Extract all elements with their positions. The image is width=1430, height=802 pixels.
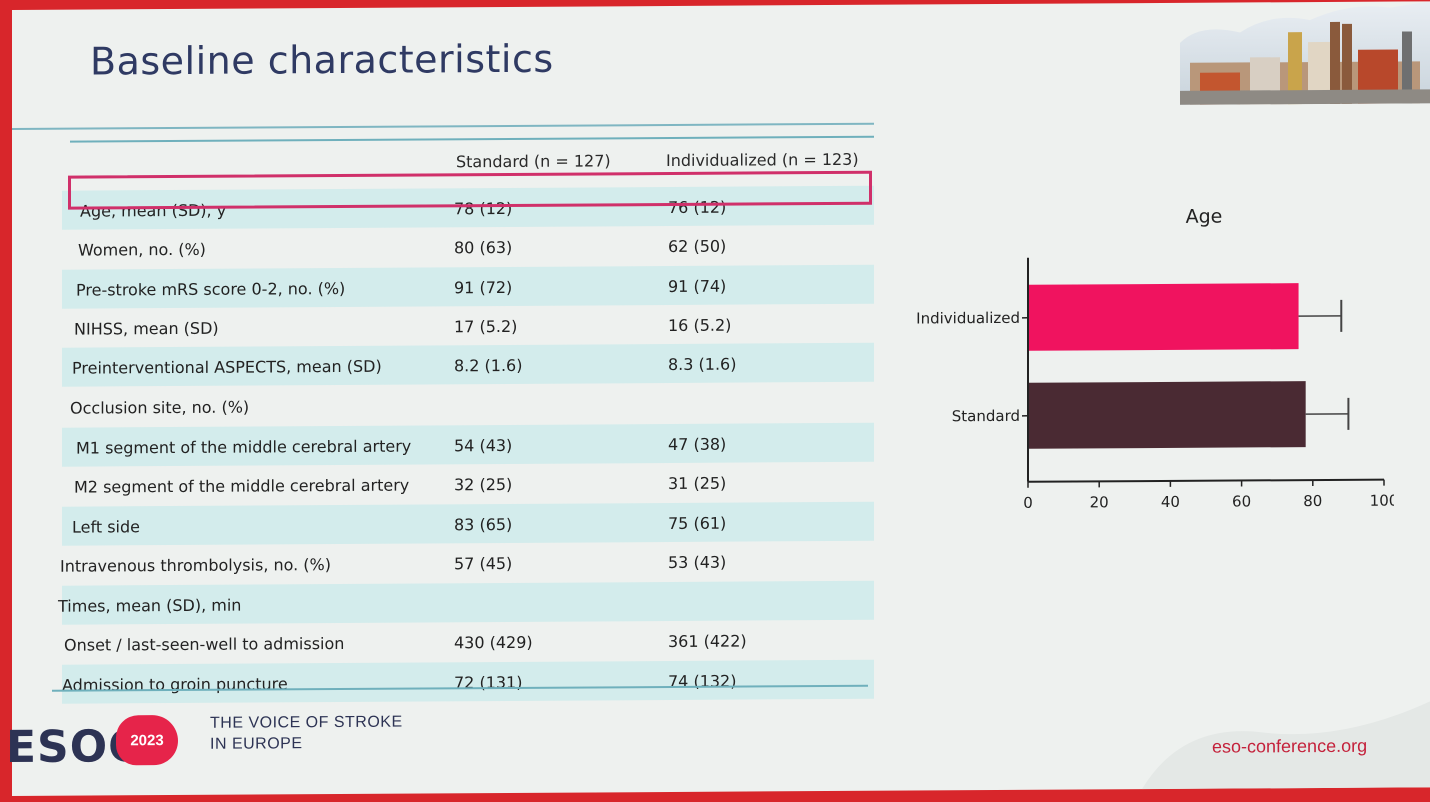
- city-skyline-image: [1180, 1, 1430, 105]
- table-row: Preinterventional ASPECTS, mean (SD) 8.2 …: [62, 342, 874, 387]
- row-label: Women, no. (%): [78, 239, 206, 260]
- row-label: Onset / last-seen-well to admission: [64, 633, 345, 655]
- individualized-value: 62 (50): [668, 236, 727, 256]
- x-tick-label: 40: [1161, 493, 1180, 511]
- tagline: THE VOICE OF STROKE IN EUROPE: [210, 712, 403, 755]
- table-row: Women, no. (%) 80 (63) 62 (50): [62, 225, 874, 269]
- individualized-value: 16 (5.2): [668, 315, 732, 335]
- table-row: Pre-stroke mRS score 0-2, no. (%) 91 (72)…: [62, 264, 874, 309]
- individualized-value: 47 (38): [668, 434, 727, 454]
- category-label-individualized: Individualized: [916, 309, 1020, 328]
- row-label: Admission to groin puncture: [62, 674, 288, 695]
- x-tick-label: 60: [1232, 492, 1251, 510]
- slide-title: Baseline characteristics: [90, 36, 554, 84]
- row-label: M2 segment of the middle cerebral artery: [74, 475, 410, 497]
- standard-value: 57 (45): [454, 553, 513, 574]
- bar-individualized: [1029, 283, 1299, 351]
- individualized-value: 31 (25): [668, 473, 727, 493]
- footer-wave-decoration: [1142, 701, 1430, 790]
- table-top-rule: [70, 135, 874, 143]
- individualized-value: 74 (132): [668, 671, 737, 691]
- x-tick-label: 0: [1023, 494, 1033, 512]
- chart-title: Age: [1186, 206, 1223, 228]
- standard-value: 430 (429): [454, 632, 533, 653]
- table-row: M1 segment of the middle cerebral artery…: [62, 422, 874, 467]
- table-row: NIHSS, mean (SD) 17 (5.2) 16 (5.2): [62, 304, 874, 348]
- bar-standard: [1029, 381, 1306, 449]
- standard-value: 83 (65): [454, 514, 513, 535]
- standard-value: 8.2 (1.6): [454, 355, 523, 376]
- table-row: Onset / last-seen-well to admission 430 (…: [62, 620, 874, 664]
- individualized-value: 8.3 (1.6): [668, 354, 737, 374]
- slide: Baseline characteristics Standard (n = 1…: [6, 1, 1430, 796]
- row-label: Preinterventional ASPECTS, mean (SD): [72, 356, 382, 378]
- row-label: Pre-stroke mRS score 0-2, no. (%): [76, 278, 346, 300]
- standard-value: 17 (5.2): [454, 316, 518, 337]
- row-label: Intravenous thrombolysis, no. (%): [60, 555, 331, 576]
- year-badge: 2023: [116, 714, 178, 766]
- tagline-line-1: THE VOICE OF STROKE: [210, 713, 403, 732]
- row-label: NIHSS, mean (SD): [74, 318, 219, 339]
- table-row: Left side 83 (65) 75 (61): [62, 501, 874, 546]
- individualized-value: 361 (422): [668, 631, 747, 651]
- individualized-value: 53 (43): [668, 552, 727, 572]
- table-row: Times, mean (SD), min: [58, 580, 874, 625]
- table-row: Occlusion site, no. (%): [62, 383, 874, 427]
- standard-value: 72 (131): [454, 672, 523, 693]
- table-row: M2 segment of the middle cerebral artery…: [62, 462, 874, 506]
- x-tick-label: 100: [1370, 492, 1394, 510]
- row-label: Times, mean (SD), min: [58, 595, 242, 616]
- title-divider: [12, 122, 874, 130]
- x-tick-label: 20: [1090, 493, 1109, 511]
- standard-value: 54 (43): [454, 435, 513, 456]
- x-axis-line: [1028, 478, 1384, 483]
- row-label: M1 segment of the middle cerebral artery: [76, 436, 412, 458]
- row-label: Occlusion site, no. (%): [70, 397, 250, 418]
- category-label-standard: Standard: [952, 407, 1020, 425]
- x-tick-label: 80: [1303, 492, 1322, 510]
- individualized-value: 91 (74): [668, 276, 727, 296]
- age-bar-chart: Age 0 20 40 60 80 100 Individualized Standard: [916, 206, 1394, 512]
- individualized-value: 75 (61): [668, 513, 727, 533]
- tagline-line-2: IN EUROPE: [210, 735, 303, 753]
- standard-value: 91 (72): [454, 277, 513, 298]
- table-row: Intravenous thrombolysis, no. (%) 57 (45)…: [60, 541, 874, 585]
- standard-value: 80 (63): [454, 237, 513, 258]
- conference-url[interactable]: eso-conference.org: [1212, 735, 1368, 757]
- column-header-standard: Standard (n = 127): [456, 151, 611, 172]
- standard-value: 32 (25): [454, 474, 513, 495]
- row-label: Left side: [72, 517, 140, 537]
- table-row: Admission to groin puncture 72 (131) 74 (1…: [62, 659, 874, 704]
- age-row-highlight: [68, 170, 872, 210]
- column-header-individualized: Individualized (n = 123): [666, 149, 859, 171]
